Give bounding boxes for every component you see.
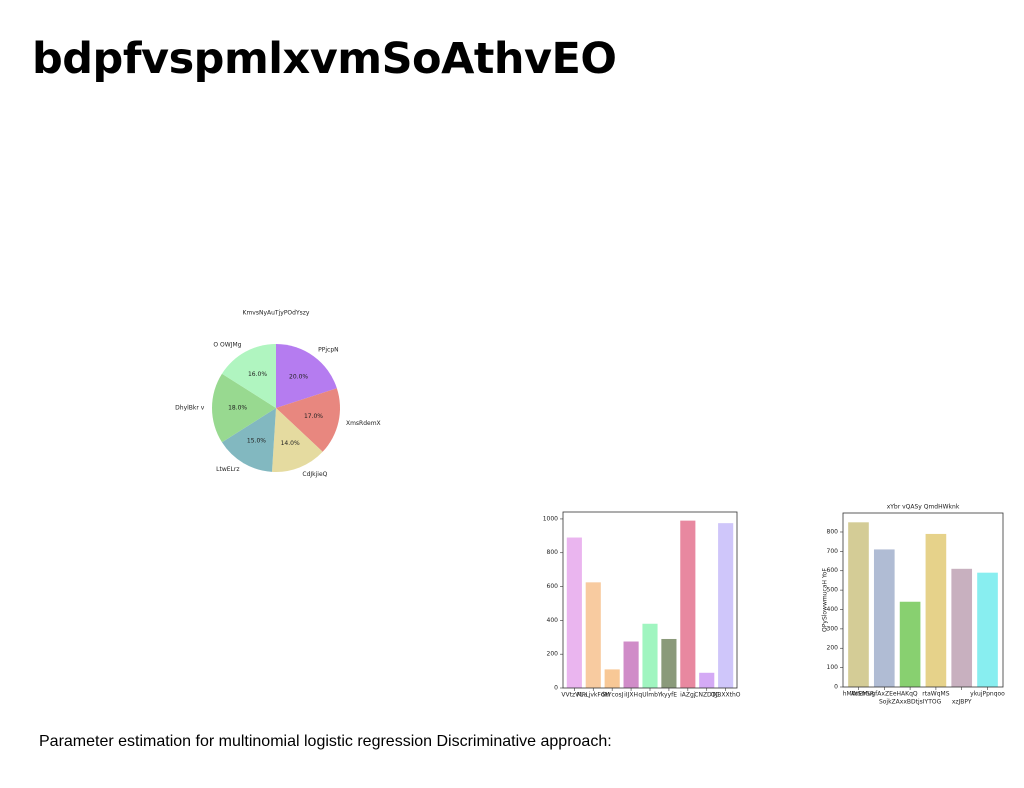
y-tick-label: 0 [554,685,558,692]
pie-slice [221,344,276,408]
y-tick-label: 700 [827,548,839,555]
slice-label: XmsRdemX [346,420,381,427]
bar [585,582,601,688]
pie-slice [276,388,340,452]
y-tick-label: 300 [827,625,839,632]
bar [977,572,998,687]
x-tick-label: kyyfE [661,692,677,699]
bar [680,520,696,688]
slice-percent: 15.0% [247,438,266,445]
y-tick-label: 600 [827,567,839,574]
slice-percent: 17.0% [304,413,323,420]
plot-frame [562,511,738,689]
x-tick-label: MFLjvkFdM [577,692,610,699]
y-tick-label: 1000 [543,515,558,522]
x-tick-label: iAZgj [680,692,696,699]
slice-percent: 20.0% [289,373,308,380]
x-tick-label: AoEMugfAxZEeHAKqQ [851,691,918,698]
slice-percent: 18.0% [228,405,247,412]
y-axis-label: QPySlowwmucaH YoF [822,568,829,632]
y-tick-label: 800 [827,528,839,535]
y-tick-label: 400 [827,606,839,613]
chart-title: xYbr vQASy QmdHWknk [887,504,960,511]
slice-percent: 14.0% [281,440,300,447]
bar [718,523,734,688]
bar [873,549,895,687]
caption: Parameter estimation for multinomial log… [39,733,612,750]
y-tick-label: 100 [827,664,839,671]
x-tick-label: SojkZAxxBDtjsIYTOG [879,699,942,706]
pie-slice [276,344,337,408]
x-tick-label: hMWStrSR [843,691,875,698]
bar [623,641,639,688]
slice-label: CdJkjieQ [302,471,327,478]
y-tick-label: 800 [547,549,559,556]
slice-label: DhylBkr v [175,405,205,412]
x-tick-label: QJBXXthO [711,692,741,699]
bar [925,533,947,687]
pie-slice [271,408,323,472]
slice-percent: 16.0% [248,371,267,378]
x-tick-label: rtaWqMS [922,691,949,698]
x-tick-label: GtYcosJ [601,692,624,699]
y-tick-label: 500 [827,587,839,594]
bar [604,669,620,688]
x-tick-label: iIJXH [624,692,638,699]
x-tick-label: VVtzVUa [561,692,587,699]
bar [642,623,658,688]
slice-label: O OWJMg [213,342,241,349]
bar [566,537,582,688]
bar [661,638,677,688]
bar [699,672,715,688]
y-tick-label: 200 [827,645,839,652]
bar [848,522,869,687]
y-tick-label: 400 [547,617,559,624]
bar [951,568,973,687]
y-tick-label: 200 [547,651,559,658]
slice-label: LtwELrz [216,466,239,473]
x-tick-label: ykujPpnqoo [970,691,1005,698]
pie-slice [221,408,276,472]
x-tick-label: qUlmbY [638,692,662,699]
slice-label: PPjcpN [318,347,339,354]
page-title: bdpfvspmlxvmSoAthvEO [32,34,617,84]
pie-slice [211,373,276,443]
plot-frame [842,512,1004,688]
y-tick-label: 600 [547,583,559,590]
chart-title: KmvsNyAuTjyPOdYszy [243,310,310,317]
x-tick-label: xzJBPY [952,699,972,706]
x-tick-label: CNZDTC [694,692,719,699]
y-tick-label: 0 [834,684,838,691]
bar [899,601,921,687]
